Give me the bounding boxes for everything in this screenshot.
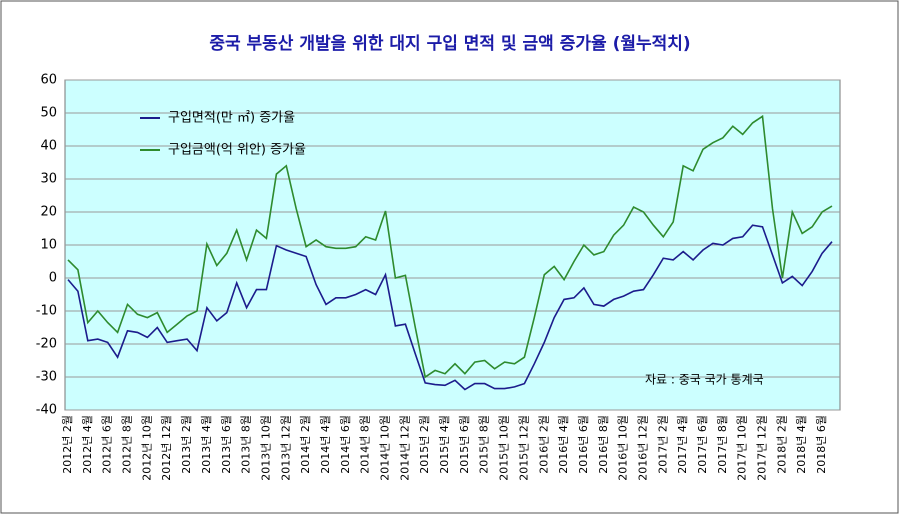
x-tick-label: 2017년 12월	[756, 415, 769, 481]
x-tick-label: 2016년 6월	[577, 415, 590, 474]
y-tick-label: 0	[49, 271, 57, 286]
x-tick-label: 2012년 12월	[160, 415, 173, 481]
x-tick-label: 2014년 6월	[339, 415, 352, 474]
x-tick-label: 2012년 2월	[61, 415, 74, 474]
source-note: 자료 : 중국 국가 통계국	[645, 373, 764, 387]
x-tick-label: 2017년 10월	[736, 415, 749, 481]
y-tick-label: 10	[40, 238, 57, 253]
x-tick-label: 2018년 6월	[815, 415, 828, 474]
x-tick-label: 2013년 4월	[200, 415, 213, 474]
x-tick-label: 2017년 6월	[696, 415, 709, 474]
chart-title: 중국 부동산 개발을 위한 대지 구입 면적 및 금액 증가율 (월누적치)	[209, 34, 690, 54]
y-tick-label: -30	[36, 370, 57, 385]
x-tick-label: 2015년 4월	[438, 415, 451, 474]
x-tick-label: 2017년 4월	[676, 415, 689, 474]
x-tick-label: 2015년 12월	[517, 415, 530, 481]
x-tick-label: 2012년 10월	[140, 415, 153, 481]
x-tick-label: 2017년 8월	[716, 415, 729, 474]
x-tick-label: 2014년 4월	[319, 415, 332, 474]
x-tick-label: 2016년 4월	[557, 415, 570, 474]
x-tick-label: 2015년 2월	[418, 415, 431, 474]
x-tick-label: 2012년 6월	[101, 415, 114, 474]
y-tick-label: -20	[36, 337, 57, 352]
x-tick-label: 2014년 8월	[359, 415, 372, 474]
x-tick-label: 2015년 10월	[498, 415, 511, 481]
x-tick-label: 2015년 6월	[458, 415, 471, 474]
x-tick-label: 2012년 4월	[81, 415, 94, 474]
x-tick-label: 2013년 2월	[180, 415, 193, 474]
x-tick-label: 2012년 8월	[121, 415, 134, 474]
x-tick-label: 2016년 10월	[617, 415, 630, 481]
x-tick-label: 2014년 10월	[379, 415, 392, 481]
legend-label: 구입면적(만 ㎡) 증가율	[168, 111, 295, 126]
legend-label: 구입금액(억 위안) 증가율	[168, 143, 306, 158]
grid	[65, 79, 840, 411]
y-tick-label: 60	[40, 73, 57, 88]
x-tick-label: 2014년 12월	[398, 415, 411, 481]
x-tick-label: 2014년 2월	[299, 415, 312, 474]
x-tick-label: 2013년 10월	[259, 415, 272, 481]
y-tick-label: 50	[40, 106, 57, 121]
x-tick-label: 2017년 2월	[656, 415, 669, 474]
lines	[67, 114, 833, 391]
x-tick-label: 2015년 8월	[478, 415, 491, 474]
x-tick-label: 2018년 2월	[775, 415, 788, 474]
y-tick-label: -40	[36, 403, 57, 418]
y-tick-label: 20	[40, 205, 57, 220]
x-tick-label: 2018년 4월	[795, 415, 808, 474]
x-tick-label: 2013년 6월	[220, 415, 233, 474]
x-tick-label: 2016년 2월	[537, 415, 550, 474]
y-tick-label: 30	[40, 172, 57, 187]
x-tick-label: 2013년 8월	[240, 415, 253, 474]
x-tick-label: 2016년 8월	[597, 415, 610, 474]
x-tick-label: 2016년 12월	[636, 415, 649, 481]
series-line	[67, 224, 833, 391]
y-tick-label: -10	[36, 304, 57, 319]
y-tick-label: 40	[40, 139, 57, 154]
series-line	[67, 114, 833, 379]
x-tick-label: 2013년 12월	[279, 415, 292, 481]
